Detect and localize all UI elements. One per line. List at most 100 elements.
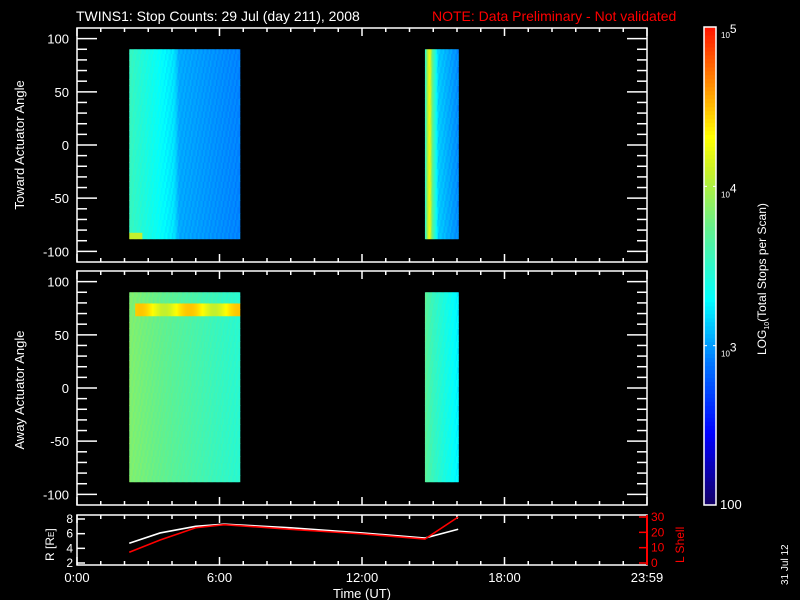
heatmap-cell [226,104,229,112]
heatmap-cell [443,104,446,112]
heatmap-cell [452,91,455,99]
heatmap-cell [134,110,136,118]
heatmap-cell [233,149,236,157]
heatmap-cell [179,66,181,74]
heatmap-cell [131,292,134,298]
heatmap-cell [183,104,186,112]
heatmap-cell [208,53,211,61]
heatmap-cell [130,456,133,464]
heatmap-cell [145,405,148,412]
heatmap-cell [451,200,453,208]
heatmap-cell [157,405,160,412]
heatmap-cell [164,187,167,195]
heatmap-cell [139,91,142,99]
heatmap-cell [134,405,136,412]
heatmap-cell [194,59,197,67]
heatmap-cell [451,162,453,169]
heatmap-cell [221,72,224,80]
heatmap-cell [233,136,236,144]
heatmap-cell [163,315,166,323]
heatmap-cell [217,123,219,131]
heatmap-cell [155,449,158,457]
heatmap-cell [174,193,177,201]
heatmap-cell [130,315,133,323]
heatmap-cell [135,98,137,106]
heatmap-cell [439,130,441,138]
heatmap-cell [436,85,439,93]
heatmap-cell [455,72,458,80]
heatmap-cell [219,142,222,150]
heatmap-cell [136,79,139,87]
heatmap-cell [200,59,203,67]
heatmap-cell [147,59,149,67]
heatmap-cell [436,117,439,125]
heatmap-cell [141,49,143,55]
heatmap-cell [156,225,159,233]
heatmap-cell [134,219,136,227]
heatmap-cell [180,91,183,99]
heatmap-cell [153,232,155,240]
heatmap-cell [224,142,227,150]
heatmap-cell [221,66,224,74]
heatmap-cell [131,443,134,451]
heatmap-cell [220,187,223,195]
heatmap-cell [147,123,149,131]
heatmap-cell [145,98,148,106]
heatmap-cell [175,181,178,189]
heatmap-cell [173,110,175,118]
heatmap-cell [453,225,456,233]
heatmap-cell [163,417,166,425]
heatmap-cell [163,91,166,99]
heatmap-cell [236,66,238,74]
heatmap-cell [129,341,132,349]
heatmap-cell [170,200,173,208]
heatmap-cell [188,168,191,176]
heatmap-cell [173,347,175,355]
heatmap-cell [161,417,164,425]
heatmap-cell [238,142,241,150]
heatmap-cell [149,322,152,330]
heatmap-cell [169,373,172,381]
heatmap-cell [231,104,234,112]
heatmap-cell [451,98,453,106]
heatmap-cell [188,193,191,201]
heatmap-cell [134,468,136,476]
heatmap-cell [156,443,159,451]
heatmap-cell [169,353,172,361]
heatmap-cell [232,200,235,208]
heatmap-cell [153,360,155,368]
heatmap-cell [207,91,210,99]
heatmap-cell [175,130,178,138]
heatmap-cell [232,66,235,74]
heatmap-cell [429,187,432,195]
heatmap-cell [443,136,446,144]
heatmap-cell [141,322,143,330]
heatmap-cell [141,385,143,393]
heatmap-cell [432,162,434,169]
heatmap-cell [441,98,444,106]
heatmap-cell [454,200,457,208]
heatmap-cell [137,219,140,227]
heatmap-cell [130,334,133,342]
heatmap-cell [187,206,190,214]
heatmap-cell [204,232,206,240]
heatmap-cell [202,53,205,61]
heatmap-cell [220,155,223,163]
heatmap-cell [424,155,427,163]
heatmap-cell [223,155,225,163]
heatmap-cell [187,72,190,80]
heatmap-cell [143,475,146,483]
heatmap-cell [132,334,135,342]
heatmap-cell [170,424,173,432]
heatmap-cell [151,225,154,233]
heatmap-cell [212,117,215,125]
heatmap-cell [166,424,168,432]
heatmap-cell [149,379,152,387]
heatmap-cell [186,187,189,195]
heatmap-cell [192,79,194,87]
heatmap-cell [227,213,230,221]
heatmap-cell [182,130,185,138]
heatmap-cell [439,162,441,169]
heatmap-cell [145,456,148,464]
heatmap-cell [147,456,149,464]
